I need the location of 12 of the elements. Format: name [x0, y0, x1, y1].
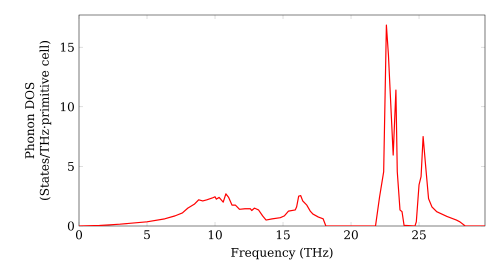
x-tick-label: 25	[412, 230, 426, 240]
y-axis-title: Phonon DOS (States/THz·primitive cell)	[24, 41, 52, 200]
x-tick-label: 20	[344, 230, 358, 240]
y-tick-label: 0	[68, 221, 74, 231]
x-axis-title: Frequency (THz)	[231, 248, 332, 260]
x-tick-label: 15	[276, 230, 290, 240]
x-tick-label: 5	[144, 230, 150, 240]
y-tick-label: 10	[60, 102, 74, 112]
x-tick-label: 10	[208, 230, 222, 240]
y-tick-label: 5	[68, 162, 74, 171]
x-tick-label: 0	[76, 230, 82, 240]
y-tick-label: 15	[60, 42, 74, 52]
